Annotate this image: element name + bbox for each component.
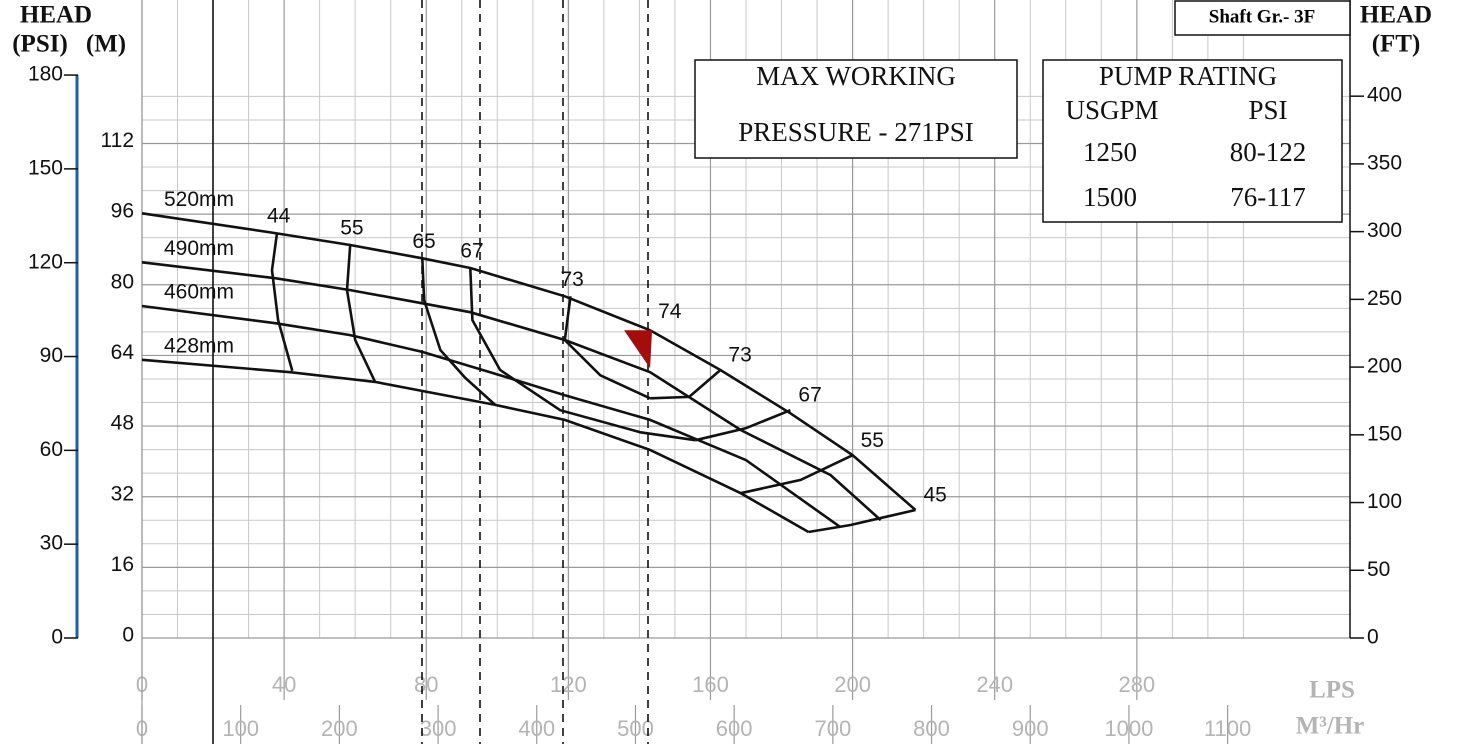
efficiency-curve bbox=[469, 267, 696, 442]
efficiency-curve bbox=[695, 408, 791, 442]
x-tick-label: 900 bbox=[1012, 716, 1049, 741]
x-tick-label: 400 bbox=[518, 716, 555, 741]
m3h-label: M³/Hr bbox=[1296, 713, 1365, 740]
efficiency-curve bbox=[421, 258, 497, 406]
y-tick-label: 0 bbox=[122, 624, 134, 647]
y-tick-label: 150 bbox=[1367, 422, 1402, 445]
y-tick-label: 200 bbox=[1367, 355, 1402, 378]
x-tick-label: 200 bbox=[321, 716, 358, 741]
efficiency-label: 67 bbox=[798, 384, 821, 407]
x-tick-label: 700 bbox=[814, 716, 851, 741]
impeller-label: 490mm bbox=[164, 237, 234, 260]
impeller-curve bbox=[141, 261, 882, 522]
pump-rating-cell: 80-122 bbox=[1230, 137, 1307, 167]
max-working-line: PRESSURE - 271PSI bbox=[738, 117, 974, 147]
efficiency-label: 55 bbox=[340, 217, 363, 240]
x-tick-label: 200 bbox=[834, 672, 871, 697]
pump-rating-header: USGPM bbox=[1065, 95, 1158, 125]
x-tick-label: 280 bbox=[1118, 672, 1155, 697]
efficiency-label: 44 bbox=[267, 205, 291, 228]
y-tick-label: 90 bbox=[40, 344, 63, 367]
ft-label: (FT) bbox=[1372, 31, 1421, 58]
y-tick-label: 50 bbox=[1367, 558, 1390, 581]
impeller-label: 428mm bbox=[164, 334, 234, 357]
box bbox=[1174, 0, 1351, 36]
pump-rating-header: PSI bbox=[1248, 95, 1287, 125]
curves: 520mm 490mm 460mm 428mm 44 55 65 67 73 73 67 55 45 74 bbox=[141, 188, 947, 534]
lps-label: LPS bbox=[1309, 677, 1355, 704]
efficiency-curve bbox=[650, 369, 722, 400]
best-efficiency-marker bbox=[624, 330, 653, 369]
pump-rating-box: PUMP RATING USGPM PSI 1250 80-122 1500 7… bbox=[1042, 59, 1343, 223]
efficiency-label: 65 bbox=[412, 230, 435, 253]
y-tick-label: 16 bbox=[111, 553, 134, 576]
pump-rating-cell: 76-117 bbox=[1230, 182, 1306, 212]
y-tick-label: 180 bbox=[28, 63, 63, 86]
y-tick-label: 0 bbox=[51, 626, 63, 649]
y-tick-label: 112 bbox=[101, 129, 134, 152]
m-label: (M) bbox=[86, 31, 126, 58]
y-tick-label: 250 bbox=[1367, 287, 1402, 310]
efficiency-label: 67 bbox=[460, 240, 483, 263]
head-left-title: HEAD bbox=[20, 2, 92, 29]
y-tick-label: 48 bbox=[111, 412, 134, 435]
efficiency-label: 73 bbox=[728, 344, 751, 367]
y-tick-label: 0 bbox=[1367, 626, 1379, 649]
y-tick-label: 80 bbox=[111, 270, 134, 293]
efficiency-label: 45 bbox=[923, 484, 946, 507]
y-tick-label: 60 bbox=[40, 438, 63, 461]
head-right-title: HEAD bbox=[1360, 2, 1432, 29]
impeller-curve bbox=[141, 212, 917, 511]
x-tick-label: 300 bbox=[420, 716, 457, 741]
pump-rating-cell: 1250 bbox=[1083, 137, 1137, 167]
impeller-curve bbox=[141, 358, 810, 534]
max-working-line: MAX WORKING bbox=[756, 61, 956, 91]
box bbox=[694, 59, 1018, 159]
efficiency-label: 55 bbox=[861, 429, 884, 452]
y-tick-label: 32 bbox=[111, 482, 134, 505]
best-efficiency-label: 74 bbox=[658, 300, 682, 323]
max-working-box: MAX WORKING PRESSURE - 271PSI bbox=[694, 59, 1018, 159]
shaft-box: Shaft Gr.- 3F bbox=[1174, 0, 1351, 36]
y-tick-label: 300 bbox=[1367, 219, 1402, 242]
pump-rating-title: PUMP RATING bbox=[1099, 61, 1277, 91]
y-tick-label: 30 bbox=[40, 532, 63, 555]
x-tick-label: 800 bbox=[913, 716, 950, 741]
y-tick-label: 64 bbox=[111, 341, 135, 364]
impeller-label: 520mm bbox=[164, 188, 234, 211]
efficiency-label: 73 bbox=[560, 268, 583, 291]
x-tick-label: 40 bbox=[272, 672, 296, 697]
box bbox=[1042, 59, 1343, 223]
impeller-label: 460mm bbox=[164, 281, 234, 304]
pump-rating-cell: 1500 bbox=[1083, 182, 1137, 212]
x-tick-label: 120 bbox=[550, 672, 587, 697]
x-tick-label: 160 bbox=[692, 672, 729, 697]
shaft-label: Shaft Gr.- 3F bbox=[1209, 6, 1315, 27]
y-tick-label: 100 bbox=[1367, 490, 1402, 513]
efficiency-curve bbox=[740, 454, 854, 495]
x-tick-label: 600 bbox=[716, 716, 753, 741]
impeller-curve bbox=[141, 304, 842, 529]
efficiency-curve bbox=[808, 508, 916, 534]
x-tick-label: 240 bbox=[976, 672, 1013, 697]
x-tick-label: 1000 bbox=[1104, 716, 1153, 741]
efficiency-curve bbox=[563, 296, 651, 400]
efficiency-curve bbox=[270, 232, 294, 372]
y-tick-label: 350 bbox=[1367, 151, 1402, 174]
x-tick-label: 1100 bbox=[1204, 716, 1251, 741]
efficiency-curve bbox=[345, 244, 377, 383]
y-tick-label: 96 bbox=[111, 200, 134, 223]
x-tick-label: 100 bbox=[222, 716, 259, 741]
y-tick-label: 150 bbox=[28, 156, 63, 179]
x-tick-label: 80 bbox=[414, 672, 438, 697]
y-tick-label: 400 bbox=[1367, 84, 1402, 107]
psi-label: (PSI) bbox=[12, 31, 68, 58]
y-tick-label: 120 bbox=[28, 250, 63, 273]
